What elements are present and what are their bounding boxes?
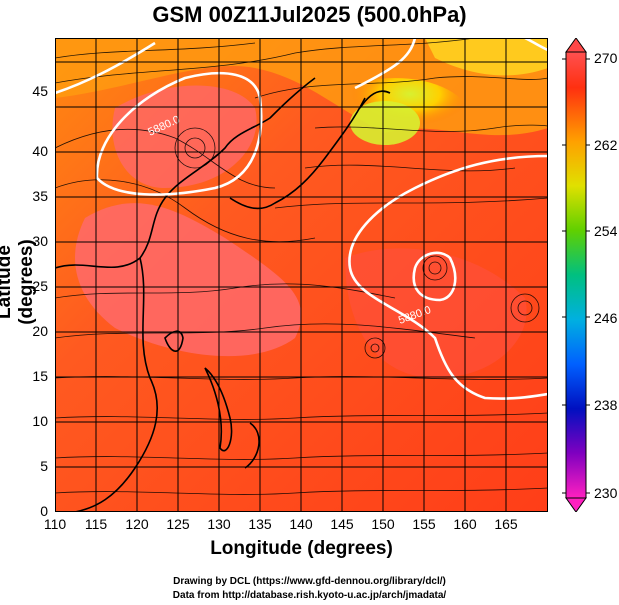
lat-lon-grid bbox=[55, 38, 548, 512]
map-plot: 5880.0 5880.0 bbox=[55, 38, 548, 512]
colorbar bbox=[562, 38, 590, 512]
y-tick-label: 15 bbox=[32, 368, 48, 384]
x-tick-label: 130 bbox=[207, 516, 231, 532]
chart-title: GSM 00Z11Jul2025 (500.0hPa) bbox=[152, 2, 467, 27]
x-axis-label: Longitude (degrees) bbox=[210, 538, 393, 559]
hot-region-west bbox=[75, 203, 302, 357]
x-tick-label: 135 bbox=[248, 516, 272, 532]
colorbar-tick: 246 bbox=[594, 310, 618, 326]
colorbar-tick: 262 bbox=[594, 137, 618, 153]
x-tick-label: 160 bbox=[453, 516, 477, 532]
y-tick-label: 40 bbox=[32, 143, 48, 159]
credit-drawing: Drawing by DCL (https://www.gfd-dennou.o… bbox=[173, 576, 446, 587]
y-tick-label: 10 bbox=[32, 413, 48, 429]
x-tick-label: 150 bbox=[371, 516, 395, 532]
x-tick-label: 115 bbox=[84, 516, 108, 532]
x-tick-label: 155 bbox=[412, 516, 436, 532]
colorbar-tick: 254 bbox=[594, 223, 618, 239]
y-tick-label: 35 bbox=[32, 188, 48, 204]
x-tick-label: 145 bbox=[330, 516, 354, 532]
x-tick-label: 120 bbox=[125, 516, 149, 532]
y-tick-label: 20 bbox=[32, 323, 48, 339]
y-tick-label: 0 bbox=[40, 503, 48, 519]
credit-data: Data from http://database.rish.kyoto-u.a… bbox=[172, 590, 447, 601]
colorbar-tick: 270 bbox=[594, 50, 618, 66]
x-tick-label: 165 bbox=[494, 516, 518, 532]
colorbar-tick: 230 bbox=[594, 485, 618, 501]
colorbar-tick: 238 bbox=[594, 397, 618, 413]
x-tick-label: 125 bbox=[166, 516, 190, 532]
x-tick-label: 140 bbox=[289, 516, 313, 532]
x-tick-label: 110 bbox=[43, 516, 67, 532]
y-tick-label: 25 bbox=[32, 278, 48, 294]
streamlines bbox=[55, 38, 548, 495]
y-tick-label: 5 bbox=[40, 458, 48, 474]
coastlines bbox=[55, 77, 391, 512]
y-tick-label: 45 bbox=[32, 83, 48, 99]
y-tick-label: 30 bbox=[32, 233, 48, 249]
